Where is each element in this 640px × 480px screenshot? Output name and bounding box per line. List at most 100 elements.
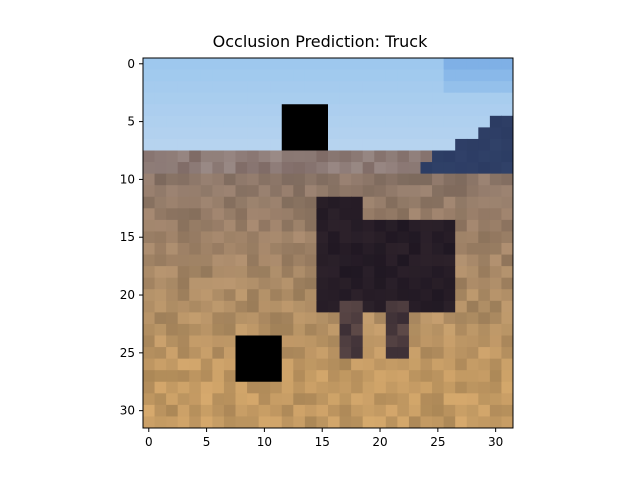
image-pixel	[293, 185, 306, 198]
image-pixel	[443, 138, 456, 152]
image-pixel	[200, 69, 213, 82]
image-pixel	[374, 347, 387, 360]
image-pixel	[385, 81, 398, 94]
image-pixel	[339, 381, 352, 394]
image-pixel	[166, 219, 179, 233]
image-pixel	[154, 358, 167, 371]
image-pixel	[200, 404, 213, 418]
image-pixel	[489, 416, 503, 428]
image-pixel	[166, 231, 179, 244]
image-pixel	[200, 92, 213, 105]
image-pixel	[166, 254, 179, 267]
image-pixel	[154, 104, 167, 117]
image-pixel	[316, 173, 329, 186]
image-pixel	[466, 335, 479, 348]
image-pixel	[478, 138, 491, 152]
image-pixel	[328, 185, 341, 198]
image-pixel	[478, 127, 491, 140]
image-pixel	[443, 254, 456, 267]
image-pixel	[443, 243, 456, 256]
image-pixel	[177, 393, 190, 406]
image-pixel	[154, 173, 167, 186]
image-pixel	[247, 381, 260, 394]
image-pixel	[432, 277, 445, 290]
image-pixel	[293, 358, 306, 371]
image-pixel	[501, 219, 513, 233]
image-pixel	[328, 347, 341, 360]
image-pixel	[374, 127, 387, 140]
image-pixel	[281, 243, 294, 256]
image-pixel	[223, 243, 237, 256]
image-pixel	[189, 266, 202, 279]
image-pixel	[432, 104, 445, 117]
image-pixel	[397, 219, 410, 233]
image-pixel	[339, 81, 352, 94]
image-pixel	[408, 289, 422, 302]
image-pixel	[478, 173, 491, 186]
image-pixel	[432, 289, 445, 302]
image-pixel	[143, 289, 156, 302]
image-pixel	[339, 370, 352, 383]
image-pixel	[351, 347, 364, 360]
image-pixel	[408, 243, 422, 256]
image-pixel	[247, 81, 260, 94]
image-pixel	[432, 393, 445, 406]
image-pixel	[374, 58, 387, 71]
image-pixel	[385, 138, 398, 152]
image-pixel	[281, 254, 294, 267]
image-pixel	[420, 254, 433, 267]
image-pixel	[455, 173, 468, 186]
image-pixel	[466, 300, 479, 313]
image-pixel	[455, 150, 468, 163]
image-pixel	[478, 243, 491, 256]
image-pixel	[455, 69, 468, 82]
image-pixel	[455, 104, 468, 117]
image-pixel	[328, 115, 341, 128]
image-pixel	[177, 115, 190, 128]
image-pixel	[223, 162, 237, 175]
image-pixel	[339, 289, 352, 302]
image-pixel	[212, 416, 225, 428]
image-pixel	[281, 404, 294, 418]
image-pixel	[235, 404, 248, 418]
image-pixel	[166, 115, 179, 128]
image-pixel	[189, 150, 202, 163]
y-tick-label: 15	[120, 230, 135, 244]
image-pixel	[466, 312, 479, 325]
image-pixel	[177, 162, 190, 175]
image-pixel	[247, 196, 260, 209]
image-pixel	[270, 69, 283, 82]
image-pixel	[501, 335, 513, 348]
image-pixel	[328, 370, 341, 383]
image-pixel	[293, 300, 306, 313]
image-pixel	[455, 254, 468, 267]
image-pixel	[235, 300, 248, 313]
image-pixel	[177, 312, 190, 325]
image-pixel	[281, 208, 294, 221]
image-pixel	[235, 185, 248, 198]
image-pixel	[143, 335, 156, 348]
y-tick-label: 20	[120, 288, 135, 302]
image-pixel	[270, 231, 283, 244]
image-pixel	[362, 300, 375, 313]
image-pixel	[247, 104, 260, 117]
image-pixel	[466, 323, 479, 337]
image-pixel	[432, 266, 445, 279]
image-pixel	[397, 138, 410, 152]
image-pixel	[466, 404, 479, 418]
image-pixel	[166, 393, 179, 406]
image-pixel	[385, 347, 398, 360]
image-pixel	[304, 254, 318, 267]
image-pixel	[223, 335, 237, 348]
image-pixel	[443, 58, 456, 71]
image-pixel	[189, 231, 202, 244]
image-pixel	[489, 127, 503, 140]
image-pixel	[362, 208, 375, 221]
image-pixel	[258, 58, 271, 71]
image-pixel	[478, 300, 491, 313]
image-pixel	[478, 370, 491, 383]
image-pixel	[258, 173, 271, 186]
image-pixel	[374, 208, 387, 221]
